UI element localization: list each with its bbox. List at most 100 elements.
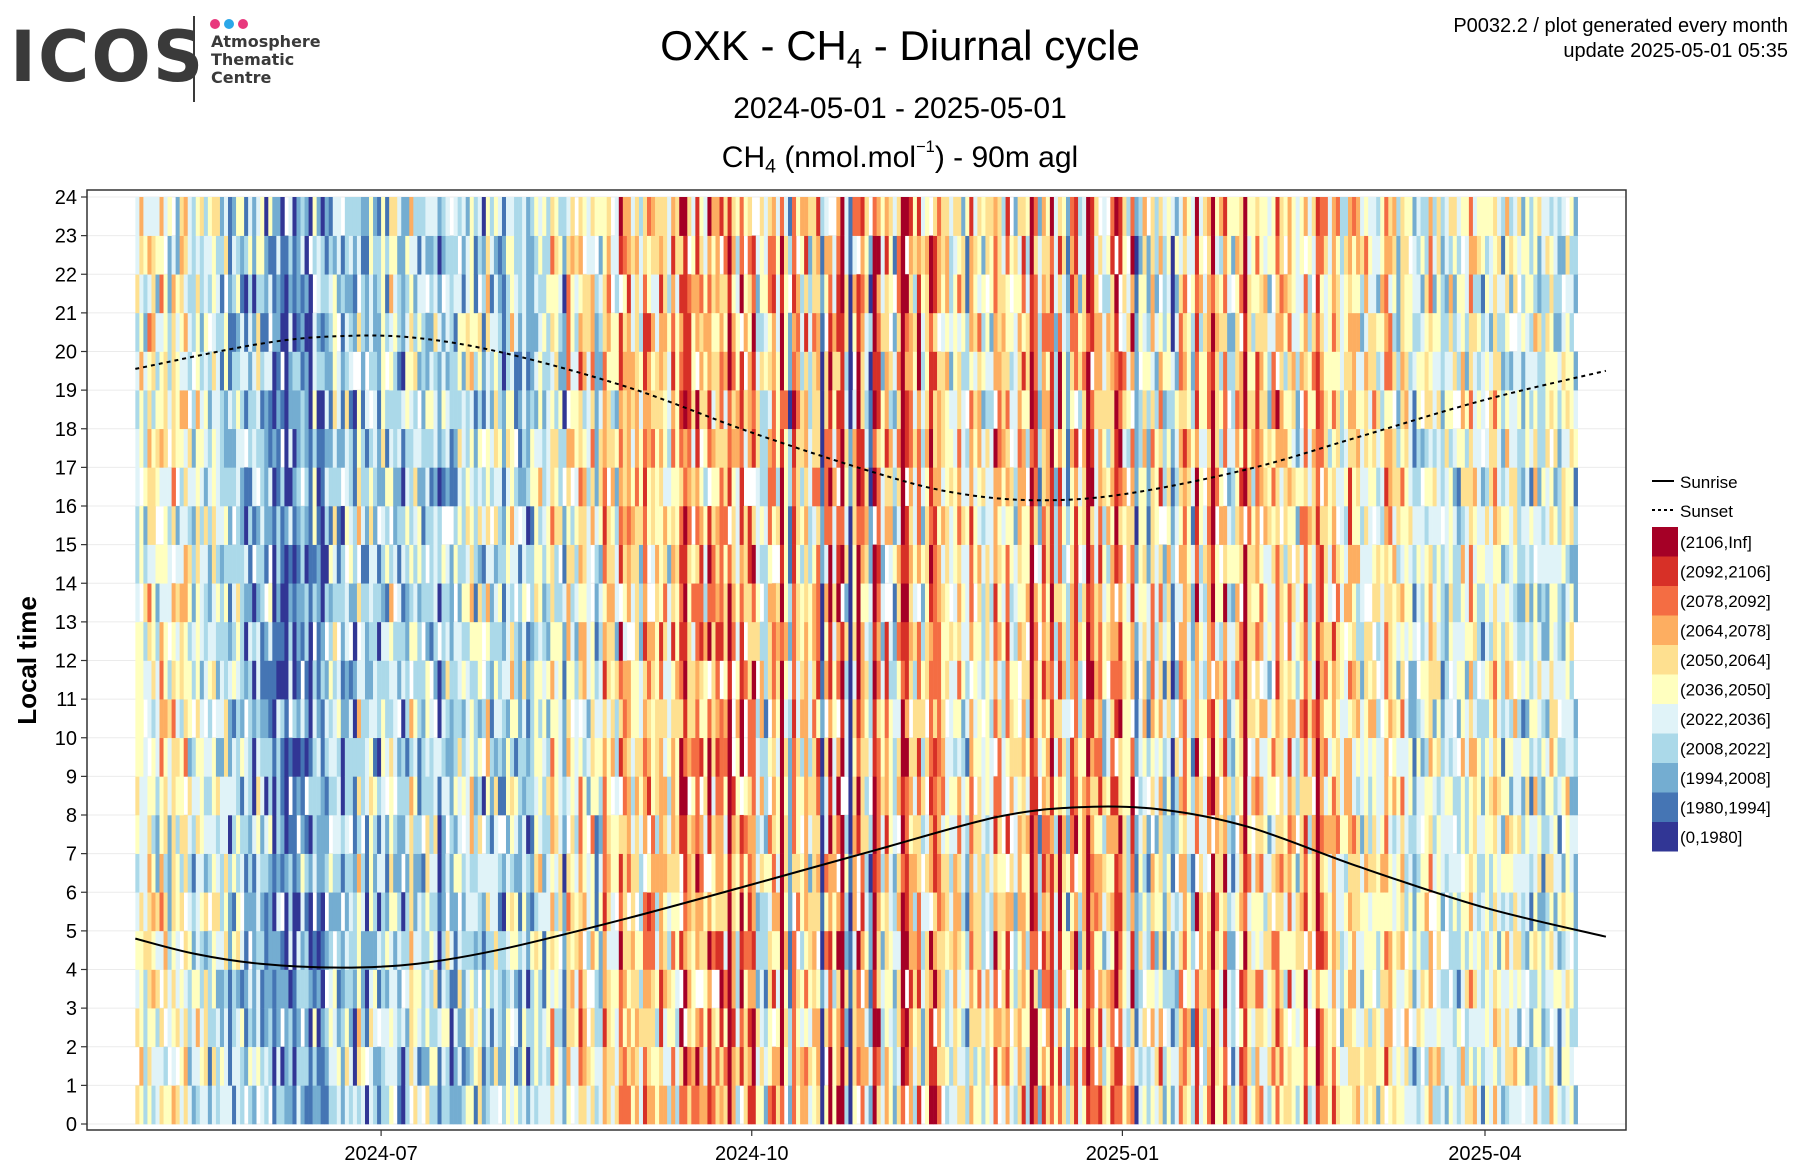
heatmap-cell	[864, 312, 869, 352]
heatmap-cell	[816, 621, 821, 661]
heatmap-cell	[393, 235, 398, 275]
heatmap-cell	[360, 737, 366, 777]
heatmap-cell	[800, 197, 805, 236]
heatmap-cell	[534, 815, 539, 854]
heatmap-cell	[671, 1046, 676, 1086]
heatmap-cell	[751, 351, 757, 391]
heatmap-cell	[312, 815, 317, 854]
heatmap-cell	[993, 197, 998, 236]
heatmap-cell	[505, 274, 511, 314]
heatmap-cell	[759, 930, 765, 970]
heatmap-cell	[779, 544, 785, 584]
heatmap-cell	[586, 312, 591, 352]
heatmap-cell	[675, 390, 680, 430]
heatmap-cell	[820, 312, 825, 352]
heatmap-cell	[558, 351, 563, 391]
heatmap-cell	[163, 351, 168, 391]
heatmap-cell	[505, 621, 511, 661]
heatmap-cell	[526, 390, 531, 430]
heatmap-cell	[836, 544, 841, 584]
heatmap-cell	[929, 1008, 934, 1048]
heatmap-cell	[993, 583, 998, 623]
heatmap-cell	[562, 235, 567, 275]
heatmap-cell	[433, 390, 438, 430]
heatmap-cell	[783, 621, 789, 661]
heatmap-cell	[401, 428, 406, 468]
heatmap-cell	[711, 699, 716, 739]
heatmap-cell	[743, 930, 749, 970]
heatmap-cell	[477, 1085, 483, 1125]
heatmap-cell	[804, 274, 809, 314]
heatmap-cell	[949, 737, 954, 777]
heatmap-cell	[252, 699, 257, 739]
heatmap-cell	[546, 892, 551, 932]
heatmap-cell	[659, 699, 664, 739]
heatmap-cell	[763, 467, 769, 507]
heatmap-cell	[582, 312, 587, 352]
heatmap-cell	[594, 1085, 599, 1125]
heatmap-cell	[236, 621, 241, 661]
heatmap-cell	[965, 351, 970, 391]
heatmap-cell	[900, 274, 906, 314]
heatmap-cell	[385, 660, 390, 700]
heatmap-cell	[236, 506, 241, 545]
heatmap-cell	[308, 815, 313, 854]
heatmap-cell	[473, 969, 479, 1009]
heatmap-cell	[715, 544, 720, 584]
heatmap-cell	[981, 1008, 986, 1048]
heatmap-cell	[961, 1046, 966, 1086]
heatmap-cell	[771, 969, 777, 1009]
heatmap-cell	[719, 815, 724, 854]
heatmap-cell	[671, 235, 676, 275]
heatmap-cell	[945, 815, 950, 854]
heatmap-cell	[884, 351, 890, 391]
heatmap-cell	[360, 853, 366, 893]
heatmap-cell	[788, 428, 793, 468]
heatmap-cell	[667, 853, 672, 893]
heatmap-cell	[324, 428, 330, 468]
heatmap-cell	[719, 467, 724, 507]
heatmap-cell	[260, 699, 265, 739]
heatmap-cell	[667, 969, 672, 1009]
heatmap-cell	[489, 853, 495, 893]
heatmap-cell	[171, 699, 176, 739]
heatmap-cell	[933, 312, 938, 352]
heatmap-cell	[397, 583, 402, 623]
heatmap-cell	[369, 506, 374, 545]
heatmap-cell	[743, 583, 749, 623]
heatmap-cell	[663, 583, 668, 623]
heatmap-cell	[397, 1008, 402, 1048]
heatmap-cell	[634, 544, 640, 584]
heatmap-cell	[824, 853, 829, 893]
heatmap-cell	[385, 428, 390, 468]
heatmap-cell	[1005, 428, 1010, 468]
heatmap-cell	[469, 737, 475, 777]
heatmap-cell	[211, 930, 217, 970]
heatmap-cell	[437, 506, 442, 545]
heatmap-cell	[465, 197, 471, 236]
heatmap-cell	[961, 467, 966, 507]
heatmap-cell	[723, 776, 728, 816]
heatmap-cell	[775, 892, 781, 932]
heatmap-cell	[187, 583, 193, 623]
heatmap-cell	[614, 969, 620, 1009]
heatmap-cell	[800, 660, 805, 700]
heatmap-cell	[219, 390, 225, 430]
heatmap-cell	[647, 660, 652, 700]
heatmap-cell	[405, 815, 410, 854]
heatmap-cell	[598, 776, 603, 816]
heatmap-cell	[340, 235, 346, 275]
heatmap-cell	[792, 467, 797, 507]
heatmap-cell	[191, 544, 197, 584]
heatmap-cell	[856, 428, 861, 468]
heatmap-cell	[594, 815, 599, 854]
heatmap-cell	[820, 467, 825, 507]
heatmap-cell	[945, 969, 950, 1009]
heatmap-cell	[989, 235, 994, 275]
heatmap-cell	[614, 930, 620, 970]
heatmap-cell	[518, 583, 523, 623]
heatmap-cell	[473, 312, 479, 352]
heatmap-cell	[143, 428, 148, 468]
heatmap-cell	[618, 1008, 624, 1048]
heatmap-cell	[453, 274, 458, 314]
